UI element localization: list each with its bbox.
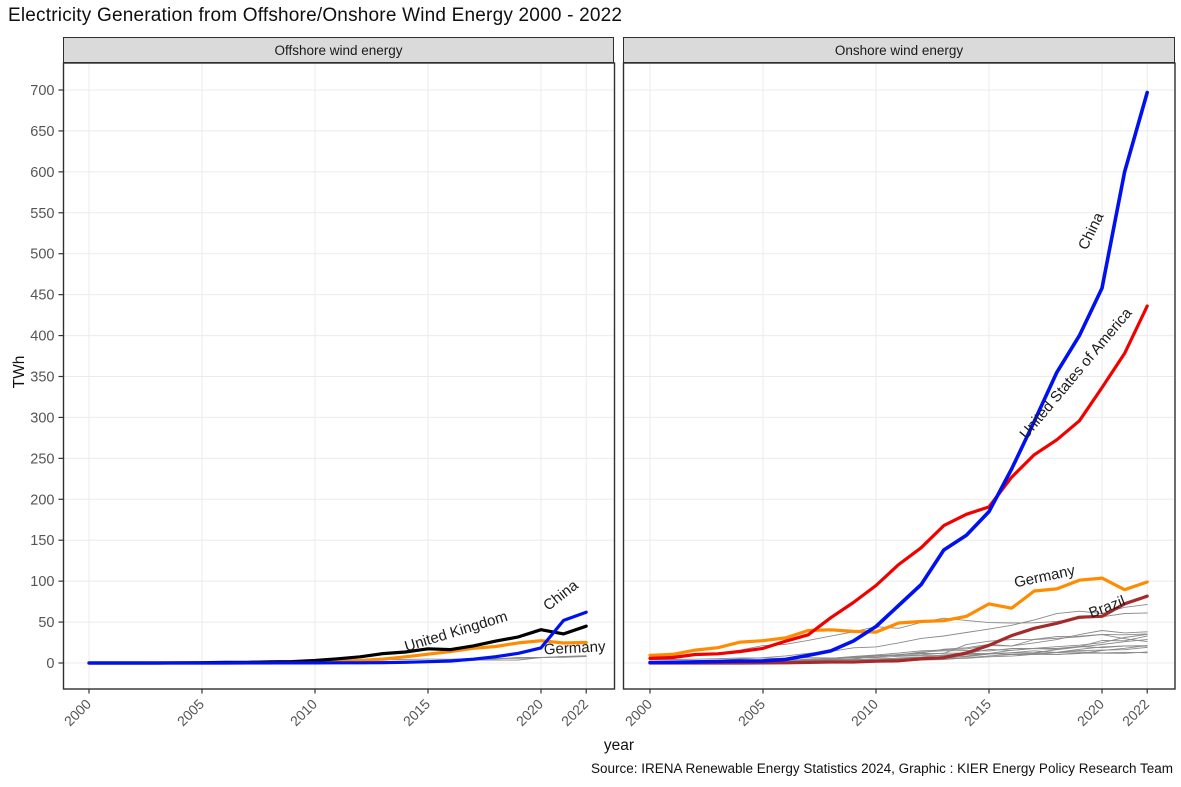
panel-border <box>622 62 1176 690</box>
x-tick-label: 2022 <box>558 696 591 729</box>
x-axis-title: year <box>603 737 635 754</box>
x-tick-label: 2010 <box>848 696 881 729</box>
y-tick-label: 500 <box>30 247 54 263</box>
x-tick-label: 2020 <box>513 696 546 729</box>
y-tick-label: 650 <box>30 124 54 140</box>
y-tick-label: 200 <box>30 492 54 508</box>
y-tick-label: 550 <box>30 206 54 222</box>
y-tick-label: 450 <box>30 288 54 304</box>
x-tick-label: 2015 <box>400 696 433 729</box>
source-caption: Source: IRENA Renewable Energy Statistic… <box>590 761 1173 776</box>
series-label-germany: Germany <box>543 638 606 658</box>
series-line-other_1 <box>649 604 1148 663</box>
panel-background <box>63 63 615 689</box>
y-tick-label: 250 <box>30 451 54 467</box>
y-tick-label: 0 <box>46 656 54 672</box>
series-line-china <box>87 610 588 665</box>
series-line-united-states-of-america <box>648 304 1149 660</box>
y-axis-title: TWh <box>11 355 28 389</box>
x-tick-label: 2022 <box>1119 696 1152 729</box>
panel-background <box>623 63 1175 689</box>
x-tick-label: 2005 <box>174 696 207 729</box>
x-tick-label: 2005 <box>735 696 768 729</box>
x-tick-label: 2000 <box>61 696 94 729</box>
x-tick-label: 2020 <box>1074 696 1107 729</box>
y-tick-label: 50 <box>38 615 54 631</box>
y-tick-label: 400 <box>30 329 54 345</box>
y-tick-label: 350 <box>30 370 54 386</box>
series-line-germany <box>648 576 1149 657</box>
series-line-china <box>648 90 1149 665</box>
y-tick-label: 300 <box>30 410 54 426</box>
x-tick-label: 2000 <box>622 696 655 729</box>
x-tick-label: 2010 <box>287 696 320 729</box>
facet-strip-onshore: Onshore wind energy <box>623 37 1175 63</box>
y-tick-label: 700 <box>30 83 54 99</box>
y-tick-label: 150 <box>30 533 54 549</box>
x-tick-label: 2015 <box>961 696 994 729</box>
y-tick-label: 100 <box>30 574 54 590</box>
chart-title: Electricity Generation from Offshore/Ons… <box>8 5 623 26</box>
y-tick-label: 600 <box>30 165 54 181</box>
